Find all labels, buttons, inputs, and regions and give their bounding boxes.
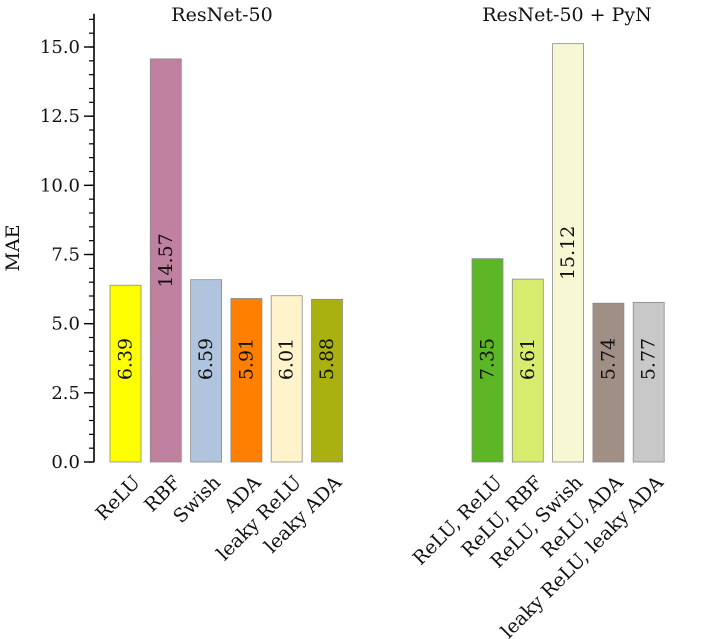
- y-axis: 0.0 2.5 5.0 7.5 10.0 12.5 15.0: [40, 13, 95, 473]
- y-axis-label: MAE: [2, 224, 24, 271]
- bar-value-label: 5.88: [316, 338, 338, 380]
- x-tick-label: ReLU: [92, 472, 145, 525]
- group-title-resnet50: ResNet-50: [171, 4, 272, 26]
- y-tick-label: 12.5: [40, 106, 80, 127]
- bar: [632, 301, 665, 463]
- bar-value-label: 6.01: [276, 338, 298, 380]
- bar-value-label: 6.61: [517, 338, 539, 380]
- y-tick-label: 10.0: [40, 175, 80, 196]
- bar-value-label: 6.39: [115, 338, 137, 380]
- bar: [511, 278, 544, 463]
- bar-value-label: 15.12: [557, 226, 579, 280]
- bar: [552, 43, 584, 463]
- bar-value-label: 14.57: [155, 233, 177, 287]
- bar-value-label: 5.91: [235, 338, 257, 380]
- bars: 6.39ReLU14.57RBF6.59Swish5.91ADA6.01leak…: [92, 43, 668, 639]
- y-tick-label: 0.0: [51, 452, 80, 473]
- bar-value-label: 6.59: [195, 338, 217, 380]
- bar: [149, 58, 182, 463]
- bar-value-label: 5.74: [597, 338, 619, 380]
- group-title-resnet50-pyn: ResNet-50 + PyN: [482, 4, 652, 26]
- bar: [109, 284, 142, 463]
- y-tick-label: 15.0: [40, 37, 80, 58]
- bar: [311, 298, 343, 463]
- bar-value-label: 5.77: [638, 338, 660, 380]
- bar: [190, 279, 223, 463]
- bar-value-label: 7.35: [477, 338, 499, 380]
- y-tick-label: 5.0: [51, 314, 80, 335]
- bar: [230, 298, 263, 463]
- y-tick-label: 7.5: [51, 245, 80, 266]
- bar: [592, 302, 625, 463]
- bar: [471, 258, 504, 463]
- y-tick-label: 2.5: [51, 383, 80, 404]
- bar: [270, 295, 303, 463]
